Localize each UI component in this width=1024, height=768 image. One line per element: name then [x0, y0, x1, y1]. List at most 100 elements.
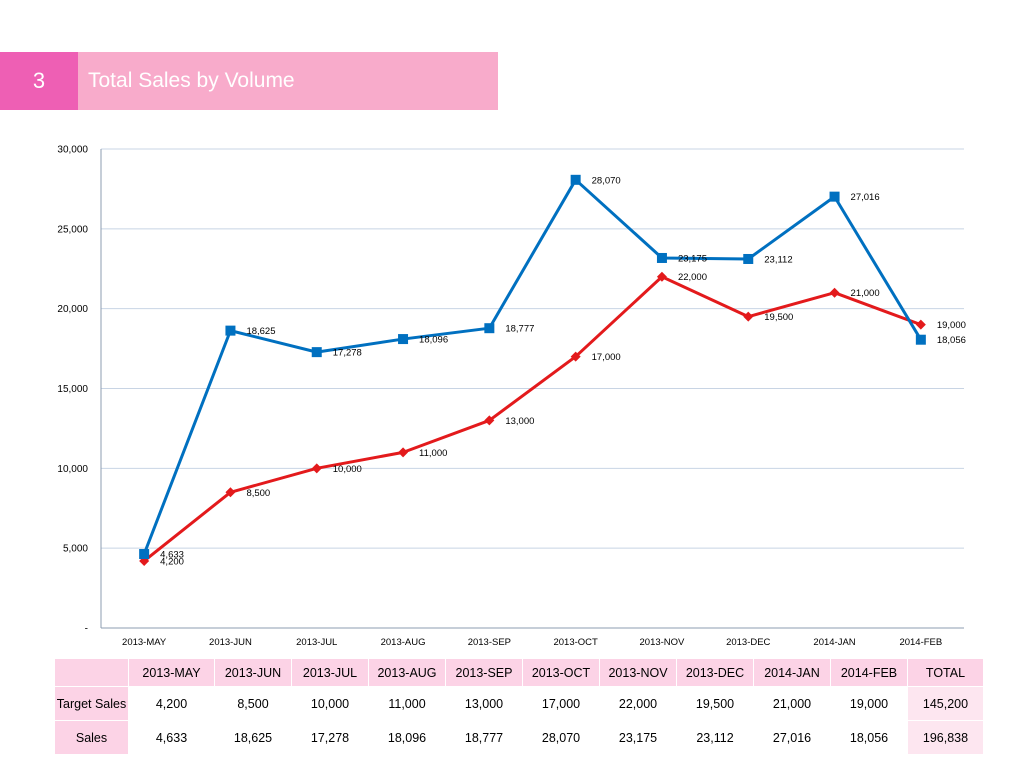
sales-series-line	[142, 178, 923, 555]
sales-point	[570, 174, 581, 185]
x-tick-label: 2013-SEP	[468, 637, 511, 648]
table-cell: 23,112	[676, 720, 754, 755]
table-cell: 23,175	[599, 720, 677, 755]
target-point	[915, 319, 926, 330]
table-cell: 18,777	[445, 720, 523, 755]
target-data-label: 21,000	[851, 288, 880, 299]
target-data-label: 13,000	[505, 416, 534, 427]
table-month-header: 2014-JAN	[753, 658, 831, 687]
table-cell: 17,000	[522, 686, 600, 721]
table-month-header: 2013-JUN	[214, 658, 292, 687]
table-cell: 13,000	[445, 686, 523, 721]
sales-line-chart: - 5,000 10,000 15,000 20,000 25,000 30,000 2013…	[57, 145, 966, 649]
sales-point	[398, 334, 409, 345]
y-tick-label: 30,000	[57, 145, 88, 156]
sales-point	[656, 252, 667, 263]
y-tick-label: -	[85, 624, 88, 635]
y-tick-label: 25,000	[57, 224, 88, 235]
y-tick-label: 5,000	[63, 544, 88, 555]
target-point	[484, 415, 495, 426]
table-cell: 21,000	[753, 686, 831, 721]
table-total-cell: 196,838	[907, 720, 984, 755]
table-total-header: TOTAL	[907, 658, 984, 687]
slide-title: Total Sales by Volume	[78, 52, 498, 110]
table-cell: 11,000	[368, 686, 446, 721]
x-tick-label: 2013-AUG	[381, 637, 426, 648]
x-tick-label: 2013-MAY	[122, 637, 167, 648]
sales-data-label: 18,777	[505, 324, 534, 335]
target-data-label: 10,000	[333, 464, 362, 475]
table-month-header: 2014-FEB	[830, 658, 908, 687]
y-tick-label: 10,000	[57, 464, 88, 475]
target-data-label: 4,200	[160, 556, 184, 567]
target-data-label: 8,500	[246, 488, 270, 499]
sales-data-label: 28,070	[592, 175, 621, 186]
x-tick-label: 2013-OCT	[553, 637, 598, 648]
table-month-header: 2013-DEC	[676, 658, 754, 687]
table-month-header: 2013-OCT	[522, 658, 600, 687]
table-cell: 19,000	[830, 686, 908, 721]
sales-point	[484, 323, 495, 334]
table-cell: 8,500	[214, 686, 292, 721]
slide-header: 3 Total Sales by Volume	[0, 52, 498, 110]
x-tick-label: 2013-JUL	[296, 637, 337, 648]
sales-data-label: 27,016	[851, 192, 880, 203]
target-point	[570, 351, 581, 362]
sales-point	[225, 325, 236, 336]
sales-point	[311, 347, 322, 358]
table-cell: 10,000	[291, 686, 369, 721]
table-cell: 18,625	[214, 720, 292, 755]
table-corner-cell	[54, 658, 129, 687]
table-cell: 18,096	[368, 720, 446, 755]
target-data-label: 19,500	[764, 312, 793, 323]
table-row-label: Sales	[54, 720, 129, 755]
y-tick-label: 20,000	[57, 304, 88, 315]
y-tick-label: 15,000	[57, 384, 88, 395]
sales-data-label: 23,112	[764, 254, 792, 265]
table-month-header: 2013-NOV	[599, 658, 677, 687]
table-month-header: 2013-SEP	[445, 658, 523, 687]
target-data-label: 11,000	[419, 448, 447, 459]
table-total-cell: 145,200	[907, 686, 984, 721]
x-tick-label: 2013-NOV	[640, 637, 686, 648]
table-row: Sales 4,633 18,625 17,278 18,096 18,777 28,070…	[54, 720, 984, 755]
target-point	[225, 487, 236, 498]
sales-data-label: 17,278	[333, 348, 362, 359]
target-point	[656, 271, 667, 282]
table-cell: 28,070	[522, 720, 600, 755]
x-tick-label: 2014-JAN	[813, 637, 855, 648]
table-month-header: 2013-JUL	[291, 658, 369, 687]
slide-number: 3	[0, 52, 78, 110]
target-point	[743, 311, 754, 322]
target-data-label: 17,000	[592, 352, 621, 363]
sales-point	[829, 191, 840, 202]
table-cell: 4,200	[128, 686, 215, 721]
sales-data-label: 18,056	[937, 335, 966, 346]
sales-point	[743, 253, 754, 264]
table-header-row: 2013-MAY 2013-JUN 2013-JUL 2013-AUG 2013-SEP…	[54, 658, 984, 687]
sales-point	[915, 334, 926, 345]
table-cell: 18,056	[830, 720, 908, 755]
table-row-label: Target Sales	[54, 686, 129, 721]
table-cell: 27,016	[753, 720, 831, 755]
sales-data-label: 23,175	[678, 253, 707, 264]
target-point	[829, 287, 840, 298]
x-tick-label: 2014-FEB	[899, 637, 942, 648]
table-month-header: 2013-AUG	[368, 658, 446, 687]
table-cell: 17,278	[291, 720, 369, 755]
table-cell: 19,500	[676, 686, 754, 721]
table-row: Target Sales 4,200 8,500 10,000 11,000 13,000…	[54, 686, 984, 721]
sales-data-label: 18,625	[246, 326, 275, 337]
x-tick-label: 2013-JUN	[209, 637, 252, 648]
target-data-label: 22,000	[678, 272, 707, 283]
target-series-line	[143, 275, 922, 563]
x-tick-label: 2013-DEC	[726, 637, 770, 648]
table-cell: 4,633	[128, 720, 215, 755]
sales-data-label: 4,633	[160, 550, 184, 561]
sales-data-label: 18,096	[419, 335, 448, 346]
sales-data-table: 2013-MAY 2013-JUN 2013-JUL 2013-AUG 2013-SEP…	[54, 658, 984, 755]
target-point	[398, 447, 409, 458]
sales-point	[139, 549, 150, 560]
target-data-label: 19,000	[937, 320, 966, 331]
table-cell: 22,000	[599, 686, 677, 721]
